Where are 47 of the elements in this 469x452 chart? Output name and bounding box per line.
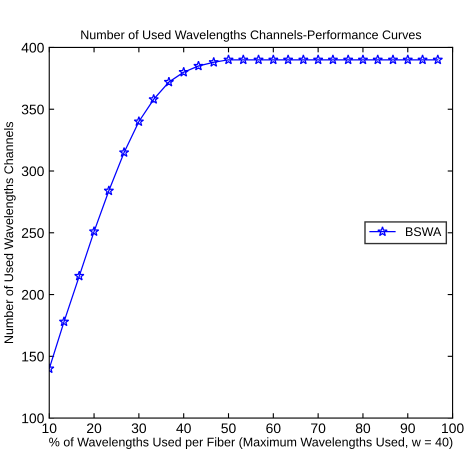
point [342,54,354,64]
y-tick-label: 250 [22,228,44,238]
point [298,54,309,64]
point [118,146,130,158]
y-tick-label: 150 [22,352,44,362]
point [253,54,264,64]
point [282,54,294,64]
point [164,76,174,87]
x-tick-label: 30 [132,423,146,434]
point [388,54,398,64]
y-tick-label: 350 [22,104,44,114]
x-axis-title: % of Wavelengths Used per Fiber (Maximum Wavelengths Used, w = 40) [49,437,452,449]
point [417,54,428,64]
y-axis-title: Number of Used Wavelengths Channels [4,122,16,344]
point [223,54,234,64]
x-tick-label: 60 [266,423,281,434]
x-tick-label: 20 [87,423,102,434]
point [432,54,444,64]
point [88,226,100,236]
point [193,60,204,71]
point [58,316,70,326]
x-tick-label: 100 [442,423,464,434]
legend-label: BSWA [406,227,442,236]
point [74,270,85,281]
point [372,54,383,64]
y-tick-label: 300 [22,166,44,176]
x-tick-label: 70 [311,423,326,434]
x-tick-label: 80 [356,423,370,434]
chart-title: Number of Used Wavelengths Channels-Performance Curves [81,30,422,42]
x-tick-label: 50 [221,423,236,434]
point [402,54,414,64]
y-tick-label: 200 [22,290,44,300]
x-tick-label: 10 [42,423,56,434]
x-tick-label: 40 [176,423,191,434]
y-tick-label: 100 [22,413,44,424]
point [268,54,279,64]
y-tick-label: 400 [22,42,44,53]
point [328,54,338,64]
point [148,94,159,104]
point [358,54,368,64]
point [238,54,249,64]
point [104,185,114,196]
point [134,116,144,126]
point [208,56,219,67]
x-tick-label: 90 [400,423,415,434]
point [312,54,324,64]
point [178,66,189,77]
